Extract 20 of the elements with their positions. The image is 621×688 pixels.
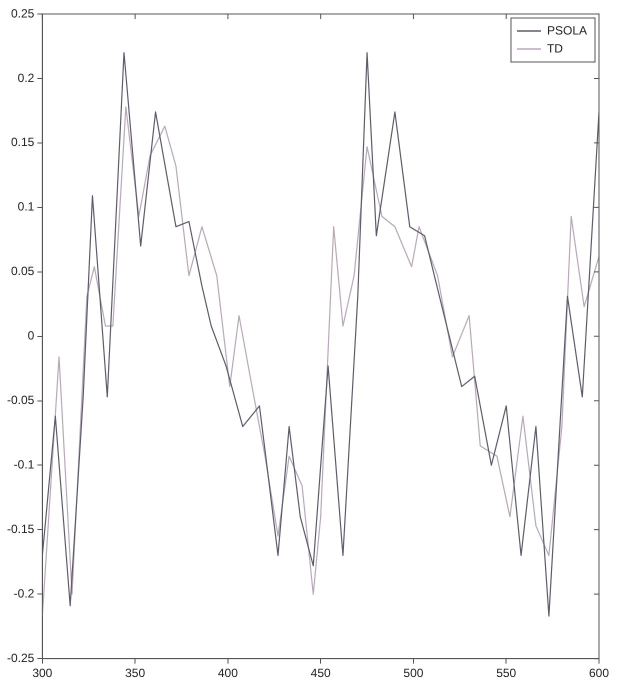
legend-label: TD — [546, 41, 564, 56]
y-tick-label: -0.15 — [6, 522, 35, 536]
y-tick-label: 0.1 — [18, 200, 35, 214]
y-tick-label: 0.15 — [10, 135, 35, 150]
x-tick-label: 300 — [32, 666, 53, 680]
x-tick-label: 550 — [496, 666, 517, 680]
y-tick-label: -0.25 — [6, 650, 35, 665]
legend-label: PSOLA — [546, 23, 588, 38]
y-tick-label: 0 — [28, 328, 35, 343]
x-tick-label: 350 — [125, 666, 146, 680]
x-tick-label: 500 — [403, 666, 424, 680]
y-tick-label: -0.1 — [14, 458, 35, 472]
y-tick-label: -0.2 — [14, 586, 35, 600]
y-tick-label: -0.05 — [6, 393, 35, 408]
y-tick-label: 0.25 — [10, 6, 35, 20]
x-tick-label: 450 — [310, 666, 332, 680]
y-tick-label: 0.2 — [18, 70, 35, 85]
x-tick-label: 600 — [588, 666, 610, 680]
y-tick-label: 0.05 — [10, 264, 35, 278]
x-tick-label: 400 — [218, 666, 238, 680]
